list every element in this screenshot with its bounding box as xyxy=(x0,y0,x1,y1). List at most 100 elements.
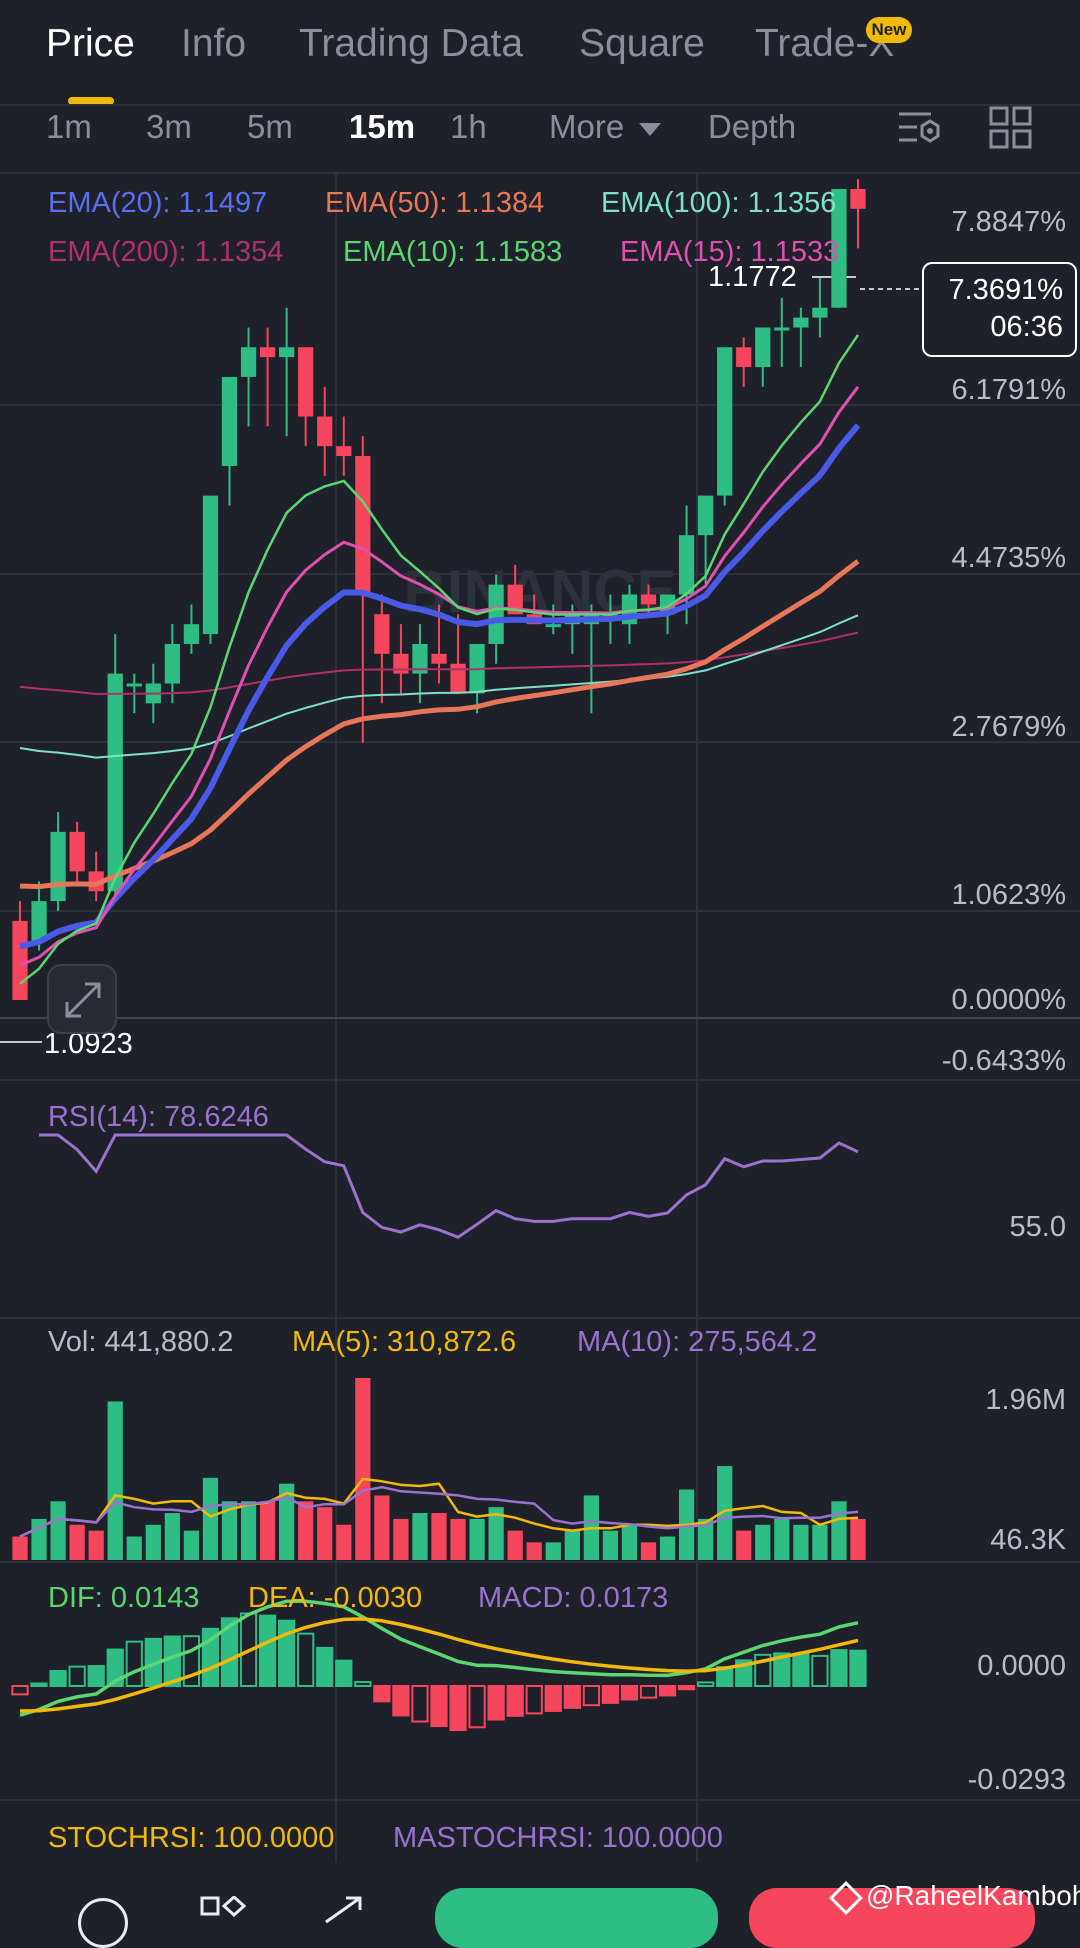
candle-body xyxy=(164,643,180,684)
tab-square[interactable]: Square xyxy=(579,22,705,65)
tab-price[interactable]: Price xyxy=(46,22,135,65)
candle-body xyxy=(221,376,238,466)
volume-bar xyxy=(450,1518,466,1560)
buy-button[interactable] xyxy=(435,1888,718,1948)
macd-legend: MACD: 0.0173 xyxy=(478,1582,669,1614)
macd-histogram-bar xyxy=(811,1654,829,1687)
candle-body xyxy=(431,653,447,664)
macd-histogram-bar xyxy=(544,1685,562,1712)
layout-grid-icon[interactable] xyxy=(989,106,1033,150)
macd-histogram-bar xyxy=(335,1659,353,1688)
volume-layer xyxy=(12,1378,866,1560)
candle-body xyxy=(774,327,790,331)
candle-body xyxy=(831,189,847,308)
ema50-legend: EMA(50): 1.1384 xyxy=(325,187,545,219)
binance-logo-icon xyxy=(829,1880,863,1915)
dif-legend: DIF: 0.0143 xyxy=(48,1582,200,1614)
rsi-line xyxy=(39,1133,859,1239)
vol-axis-label: 46.3K xyxy=(990,1524,1066,1556)
volume-bar xyxy=(621,1524,638,1560)
candle-body xyxy=(507,584,523,615)
ema10-legend: EMA(10): 1.1583 xyxy=(343,236,563,268)
volume-bar xyxy=(374,1495,390,1560)
indicator-settings-icon[interactable] xyxy=(897,108,941,148)
interval-3m[interactable]: 3m xyxy=(146,108,192,145)
volume-bar xyxy=(240,1501,257,1560)
volume-bar xyxy=(507,1530,523,1560)
axis-label: 6.1791% xyxy=(951,374,1067,406)
candle-body xyxy=(793,317,809,328)
volume-bar xyxy=(488,1507,504,1560)
candle-body xyxy=(259,347,276,358)
interval-1m[interactable]: 1m xyxy=(46,108,92,145)
candle-body xyxy=(640,594,657,605)
interval-1h[interactable]: 1h xyxy=(450,108,487,145)
macd-histogram-bar xyxy=(373,1685,391,1703)
volume-bar xyxy=(336,1524,352,1560)
candle-body xyxy=(336,446,352,457)
macd-histogram-bar xyxy=(506,1685,524,1717)
volume-bar xyxy=(412,1513,428,1560)
new-badge: New xyxy=(866,17,912,43)
apps-icon[interactable] xyxy=(200,1896,250,1926)
volume-bar xyxy=(259,1501,276,1560)
ema200-legend: EMA(200): 1.1354 xyxy=(48,236,284,268)
candle-body xyxy=(698,495,714,536)
macd-histogram-bar xyxy=(468,1685,486,1729)
vol-ma5-line xyxy=(19,1477,859,1538)
macd-histogram-bar xyxy=(354,1680,372,1688)
macd-histogram-bar xyxy=(182,1635,201,1687)
tabs-divider xyxy=(0,104,1080,106)
tab-trading-data[interactable]: Trading Data xyxy=(299,22,524,65)
rsi-legend: RSI(14): 78.6246 xyxy=(48,1101,269,1133)
macd-histogram-bar xyxy=(525,1685,543,1715)
volume-bar xyxy=(107,1401,123,1560)
interval-more[interactable]: More xyxy=(549,108,662,146)
candle-body xyxy=(50,831,66,902)
volume-bar xyxy=(431,1513,447,1560)
macd-histogram-bar xyxy=(220,1617,239,1688)
credit-text: @RaheelKamboh xyxy=(866,1880,1080,1911)
expand-icon xyxy=(65,982,101,1018)
volume-bar xyxy=(298,1501,314,1560)
macd-histogram-bar xyxy=(316,1646,334,1687)
share-icon[interactable] xyxy=(320,1894,370,1924)
volume-bar xyxy=(88,1530,104,1560)
depth-tab[interactable]: Depth xyxy=(708,108,797,145)
candle-body xyxy=(678,535,695,595)
axis-label: 0.0000% xyxy=(951,984,1067,1016)
candle-body xyxy=(545,624,561,628)
volume-bar xyxy=(850,1518,866,1560)
macd-histogram-bar xyxy=(411,1685,429,1723)
vol-ma5-legend: MA(5): 310,872.6 xyxy=(292,1326,517,1358)
vol-legend: Vol: 441,880.2 xyxy=(48,1326,234,1358)
volume-bar xyxy=(640,1542,657,1560)
current-price-box: 7.3691% 06:36 xyxy=(922,262,1077,357)
macd-histogram-bar xyxy=(563,1685,581,1709)
vol-ma10-legend: MA(10): 275,564.2 xyxy=(577,1326,818,1358)
ema100-legend: EMA(100): 1.1356 xyxy=(601,187,837,219)
dea-line xyxy=(19,1617,859,1713)
volume-bar xyxy=(279,1483,295,1560)
tab-info[interactable]: Info xyxy=(181,22,247,65)
fullscreen-button[interactable] xyxy=(47,964,117,1034)
ema200-line xyxy=(19,631,859,695)
chat-icon[interactable] xyxy=(78,1898,128,1948)
interval-5m[interactable]: 5m xyxy=(247,108,293,145)
volume-bar xyxy=(717,1466,733,1560)
volume-bar xyxy=(774,1518,790,1560)
macd-histogram-bar xyxy=(49,1670,67,1688)
interval-15m[interactable]: 15m xyxy=(349,108,416,145)
candle-body xyxy=(202,495,219,635)
volume-bar xyxy=(469,1518,485,1560)
macd-histogram-bar xyxy=(11,1685,29,1696)
volume-bar xyxy=(755,1524,771,1560)
rsi-layer xyxy=(39,1133,859,1239)
candle-body xyxy=(736,347,752,368)
candle-body xyxy=(850,189,866,209)
candle-body xyxy=(126,683,142,687)
ema15-line xyxy=(19,385,860,967)
candle-body xyxy=(755,327,771,368)
macd-histogram-bar xyxy=(620,1685,639,1701)
